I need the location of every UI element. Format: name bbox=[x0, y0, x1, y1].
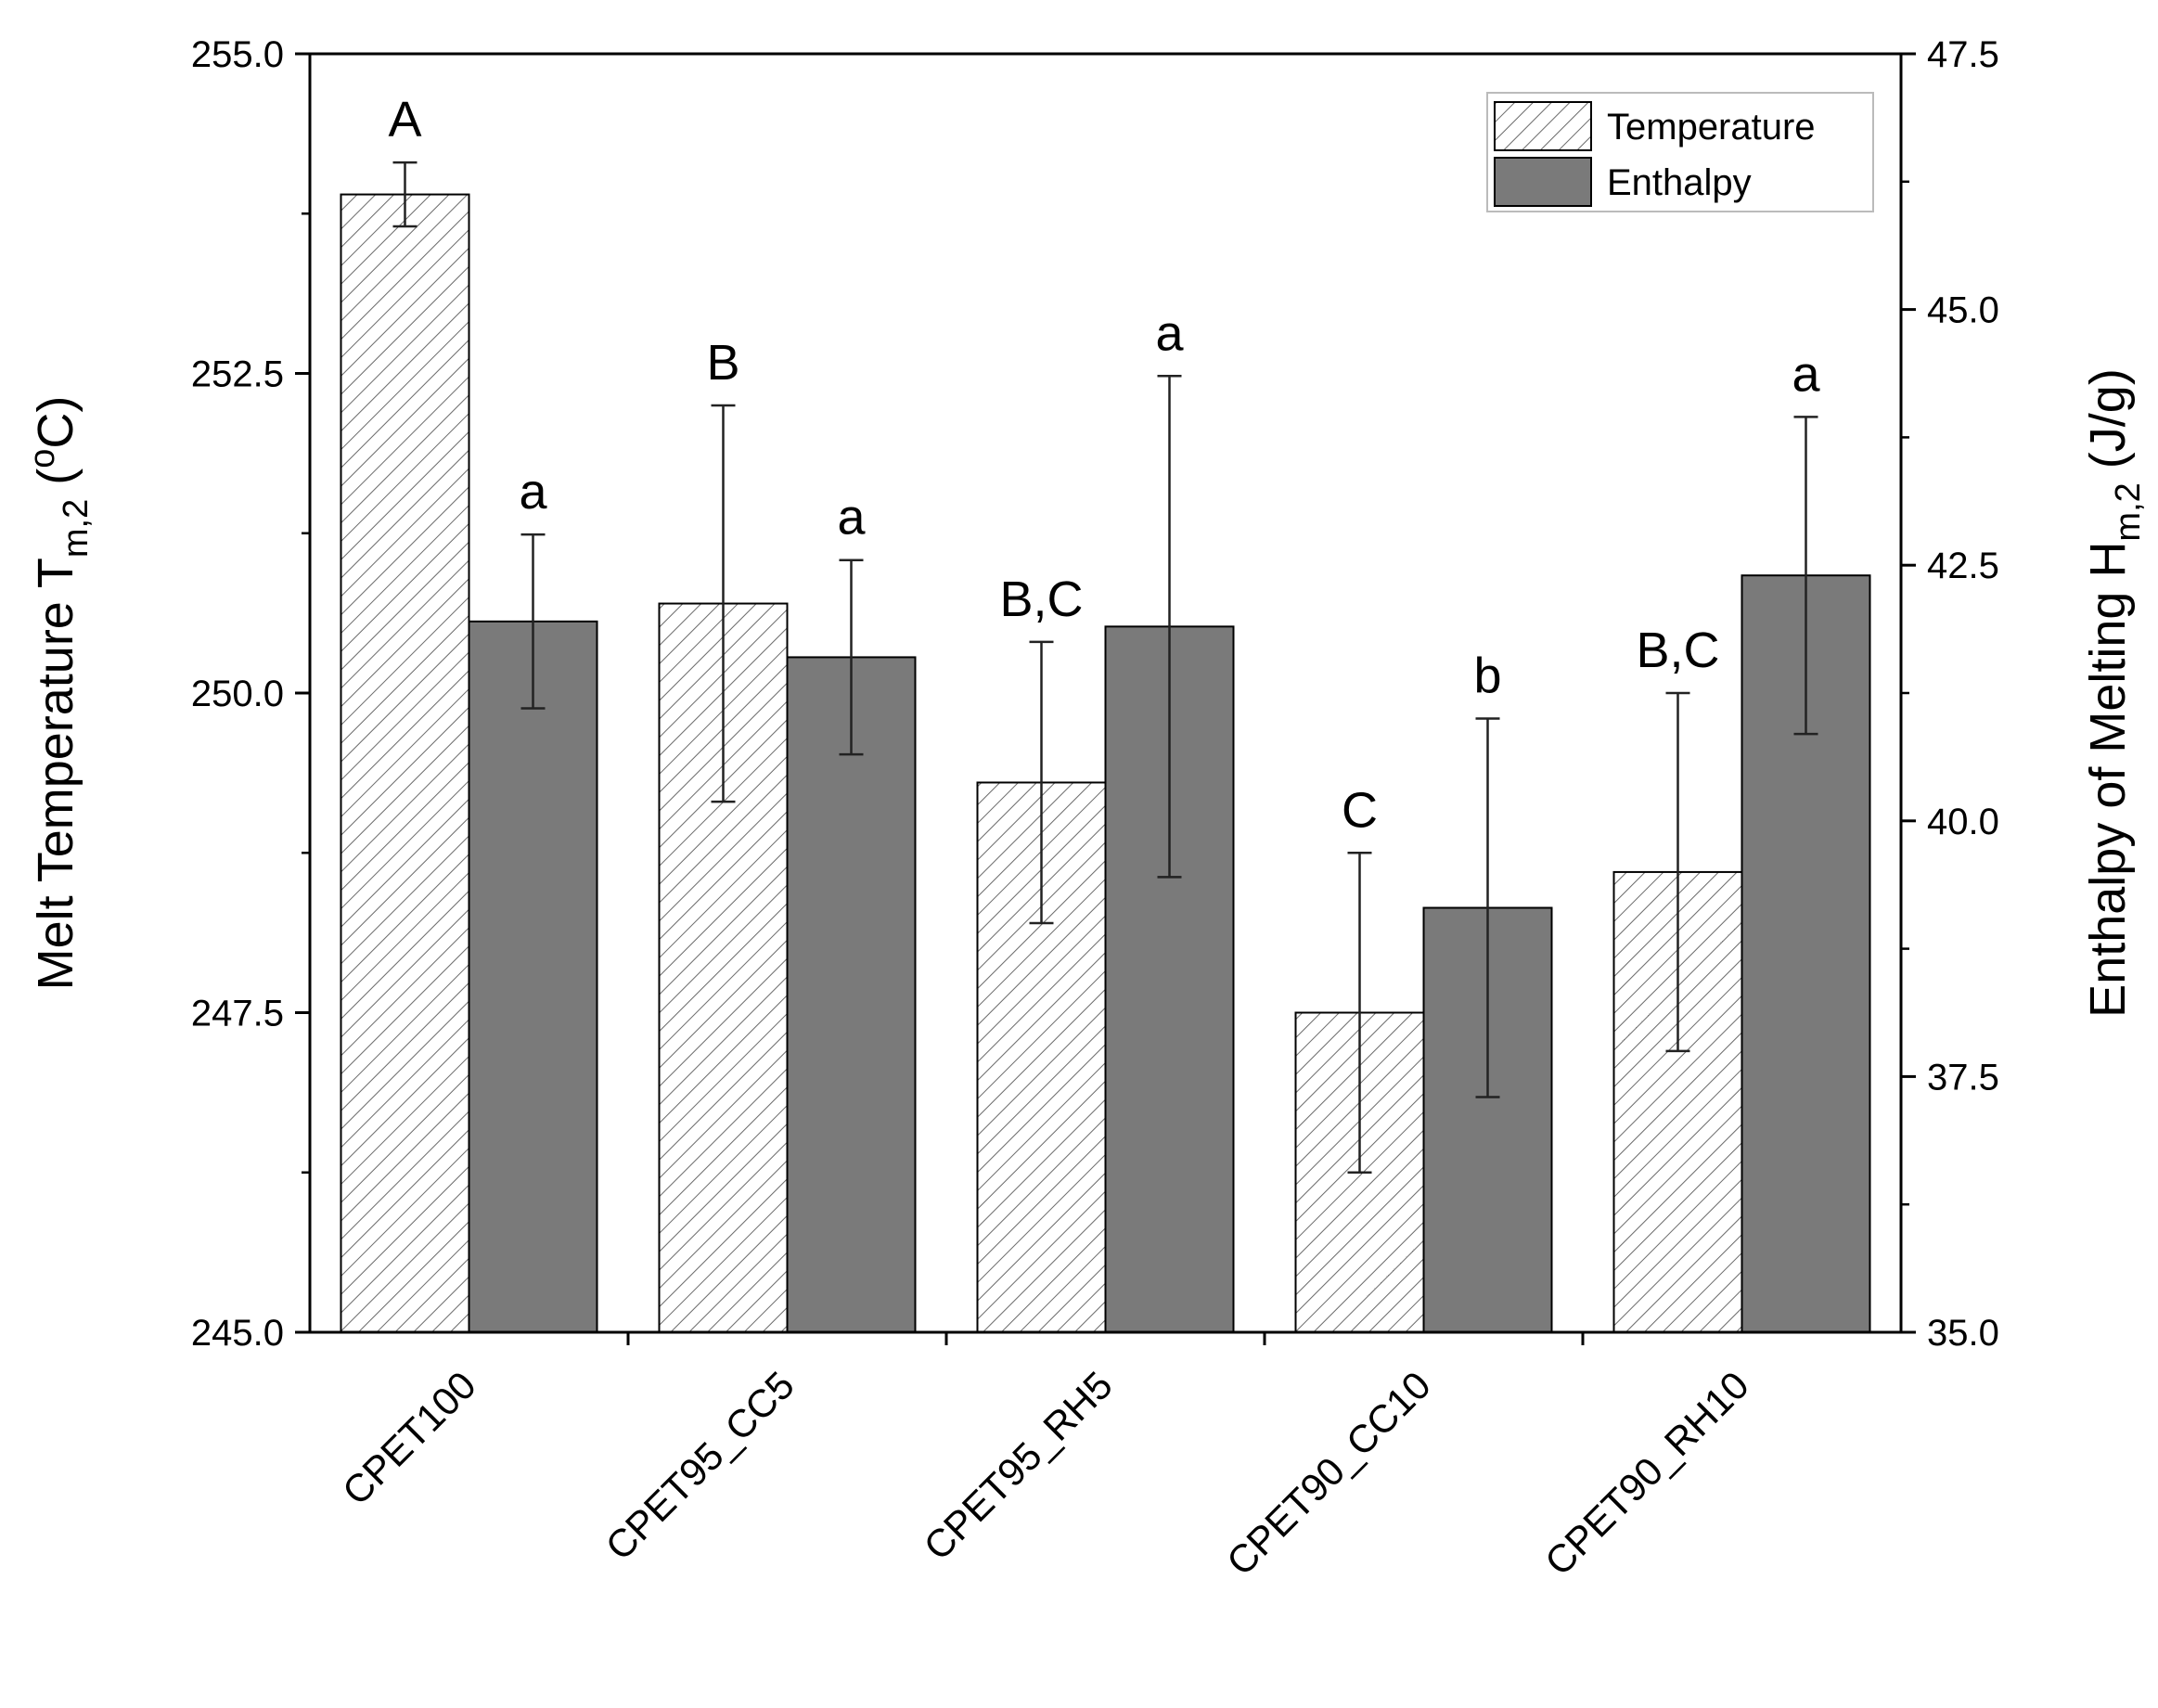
left-tick-label: 252.5 bbox=[191, 354, 284, 395]
letter-enthalpy-CPET90_CC10: b bbox=[1473, 649, 1501, 704]
letter-temperature-CPET100: A bbox=[388, 92, 421, 148]
letter-temperature-CPET90_CC10: C bbox=[1342, 782, 1378, 838]
letter-enthalpy-CPET100: a bbox=[519, 464, 547, 520]
x-tick-label-CPET95_RH5: CPET95_RH5 bbox=[915, 1363, 1120, 1568]
x-tick-label-CPET100: CPET100 bbox=[334, 1363, 484, 1513]
x-tick-label-CPET90_RH10: CPET90_RH10 bbox=[1536, 1363, 1757, 1584]
bar-temperature-CPET100 bbox=[340, 193, 470, 1334]
letter-enthalpy-CPET90_RH10: a bbox=[1792, 346, 1820, 402]
bar-enthalpy-CPET100 bbox=[468, 620, 598, 1333]
legend-label-enthalpy: Enthalpy bbox=[1607, 162, 1752, 203]
x-tick-label-CPET95_CC5: CPET95_CC5 bbox=[597, 1363, 802, 1568]
left-y-axis: 245.0 247.5 250.0 252.5 255.0 bbox=[191, 34, 310, 1354]
right-y-axis: 35.0 37.5 40.0 42.5 45.0 47.5 bbox=[1901, 34, 1999, 1354]
legend: Temperature Enthalpy bbox=[1486, 92, 1874, 212]
left-tick-label: 250.0 bbox=[191, 674, 284, 714]
letter-temperature-CPET95_RH5: B,C bbox=[999, 571, 1083, 627]
x-tick-label-CPET90_CC10: CPET90_CC10 bbox=[1218, 1363, 1439, 1584]
x-axis: CPET100 CPET95_CC5 CPET95_RH5 CPET90_CC10 CP… bbox=[334, 1332, 1757, 1584]
legend-swatch-enthalpy bbox=[1494, 157, 1592, 207]
right-tick-label: 40.0 bbox=[1927, 802, 1999, 842]
left-axis-title: Melt Temperature Tm,2 (oC) bbox=[23, 396, 96, 991]
letter-enthalpy-CPET95_CC5: a bbox=[837, 490, 866, 546]
letter-temperature-CPET95_CC5: B bbox=[706, 335, 739, 391]
left-tick-label: 255.0 bbox=[191, 34, 284, 75]
right-tick-label: 45.0 bbox=[1927, 290, 1999, 331]
legend-label-temperature: Temperature bbox=[1607, 107, 1816, 148]
letter-temperature-CPET90_RH10: B,C bbox=[1636, 623, 1719, 678]
error-bars bbox=[392, 161, 1818, 1174]
enthalpy-bars bbox=[468, 574, 1871, 1334]
left-tick-label: 247.5 bbox=[191, 994, 284, 1034]
left-tick-label: 245.0 bbox=[191, 1313, 284, 1354]
right-tick-label: 37.5 bbox=[1927, 1057, 1999, 1098]
right-axis-title: Enthalpy of Melting Hm,2 (J/g) bbox=[2080, 368, 2148, 1018]
right-tick-label: 35.0 bbox=[1927, 1313, 1999, 1354]
significance-letters: Aa Ba B,C a Cb B,C a bbox=[388, 92, 1820, 838]
right-tick-label: 42.5 bbox=[1927, 546, 1999, 586]
right-tick-label: 47.5 bbox=[1927, 34, 1999, 75]
legend-swatch-temperature bbox=[1494, 101, 1592, 151]
bar-enthalpy-CPET95_CC5 bbox=[786, 656, 917, 1333]
letter-enthalpy-CPET95_RH5: a bbox=[1155, 305, 1184, 361]
